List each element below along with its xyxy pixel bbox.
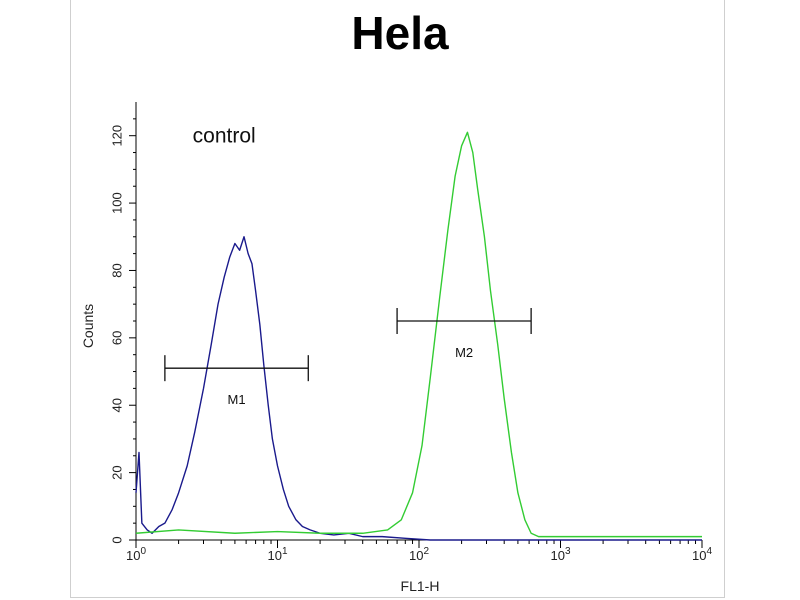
x-tick-label: 102 bbox=[409, 546, 429, 563]
x-tick-label: 103 bbox=[550, 546, 570, 563]
x-tick-label: 104 bbox=[692, 546, 712, 563]
chart-title: Hela bbox=[351, 7, 449, 59]
figure-frame bbox=[70, 0, 725, 598]
y-tick-label: 40 bbox=[109, 398, 124, 412]
x-tick-label: 101 bbox=[267, 546, 287, 563]
histogram-curves bbox=[135, 131, 702, 541]
y-tick-label: 120 bbox=[109, 125, 124, 147]
y-tick-label: 80 bbox=[109, 263, 124, 277]
histogram-series-2 bbox=[135, 131, 702, 538]
x-tick-label: 100 bbox=[126, 546, 146, 563]
y-tick-label: 0 bbox=[109, 536, 124, 543]
annotation-text: control bbox=[193, 125, 256, 148]
axes: 0 20 40 60 80 100 120 100 101 102 103 104 bbox=[109, 102, 712, 563]
gate-markers: M1 M2 bbox=[164, 308, 532, 407]
y-tick-label: 60 bbox=[109, 331, 124, 345]
annotations: control bbox=[193, 125, 256, 148]
x-axis-label: FL1-H bbox=[400, 578, 440, 594]
histogram-series-1 bbox=[135, 236, 702, 541]
y-tick-label: 20 bbox=[109, 465, 124, 479]
marker-label: M1 bbox=[228, 392, 246, 407]
marker-label: M2 bbox=[455, 345, 473, 360]
y-tick-label: 100 bbox=[109, 192, 124, 214]
